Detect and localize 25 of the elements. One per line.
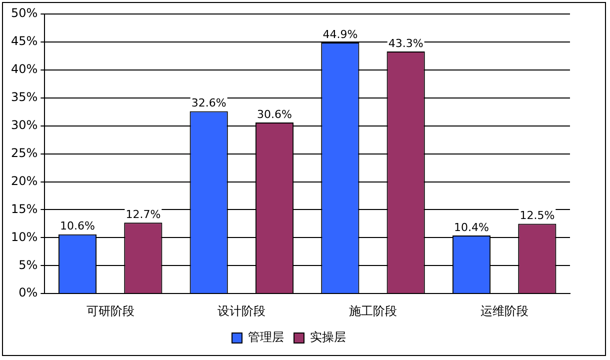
y-tick-label: 45% bbox=[11, 34, 38, 48]
data-label: 44.9% bbox=[322, 28, 358, 41]
data-label: 43.3% bbox=[388, 36, 424, 50]
y-tick-label: 5% bbox=[18, 258, 38, 272]
y-tick-label: 50% bbox=[11, 6, 38, 20]
y-tick-label: 35% bbox=[11, 90, 38, 104]
x-tick-label: 设计阶段 bbox=[218, 304, 266, 318]
data-label: 12.5% bbox=[520, 209, 555, 222]
x-tick-label: 可研阶段 bbox=[86, 304, 134, 318]
x-tick-label: 运维阶段 bbox=[480, 304, 528, 318]
data-label: 10.4% bbox=[454, 220, 489, 234]
y-tick-label: 25% bbox=[11, 146, 38, 160]
y-tick-label: 10% bbox=[11, 230, 38, 244]
legend-label: 管理层 bbox=[248, 330, 284, 344]
y-tick-label: 30% bbox=[11, 118, 38, 132]
x-tick-label: 施工阶段 bbox=[349, 304, 397, 318]
data-label: 30.6% bbox=[257, 108, 292, 121]
legend-label: 实操层 bbox=[310, 330, 346, 344]
data-label: 32.6% bbox=[191, 96, 226, 110]
y-tick-label: 0% bbox=[18, 286, 38, 300]
y-tick-label: 15% bbox=[11, 202, 38, 216]
y-tick-label: 40% bbox=[11, 62, 38, 76]
y-tick-label: 20% bbox=[11, 174, 38, 188]
data-label: 10.6% bbox=[60, 220, 95, 233]
data-label: 12.7% bbox=[126, 208, 161, 221]
